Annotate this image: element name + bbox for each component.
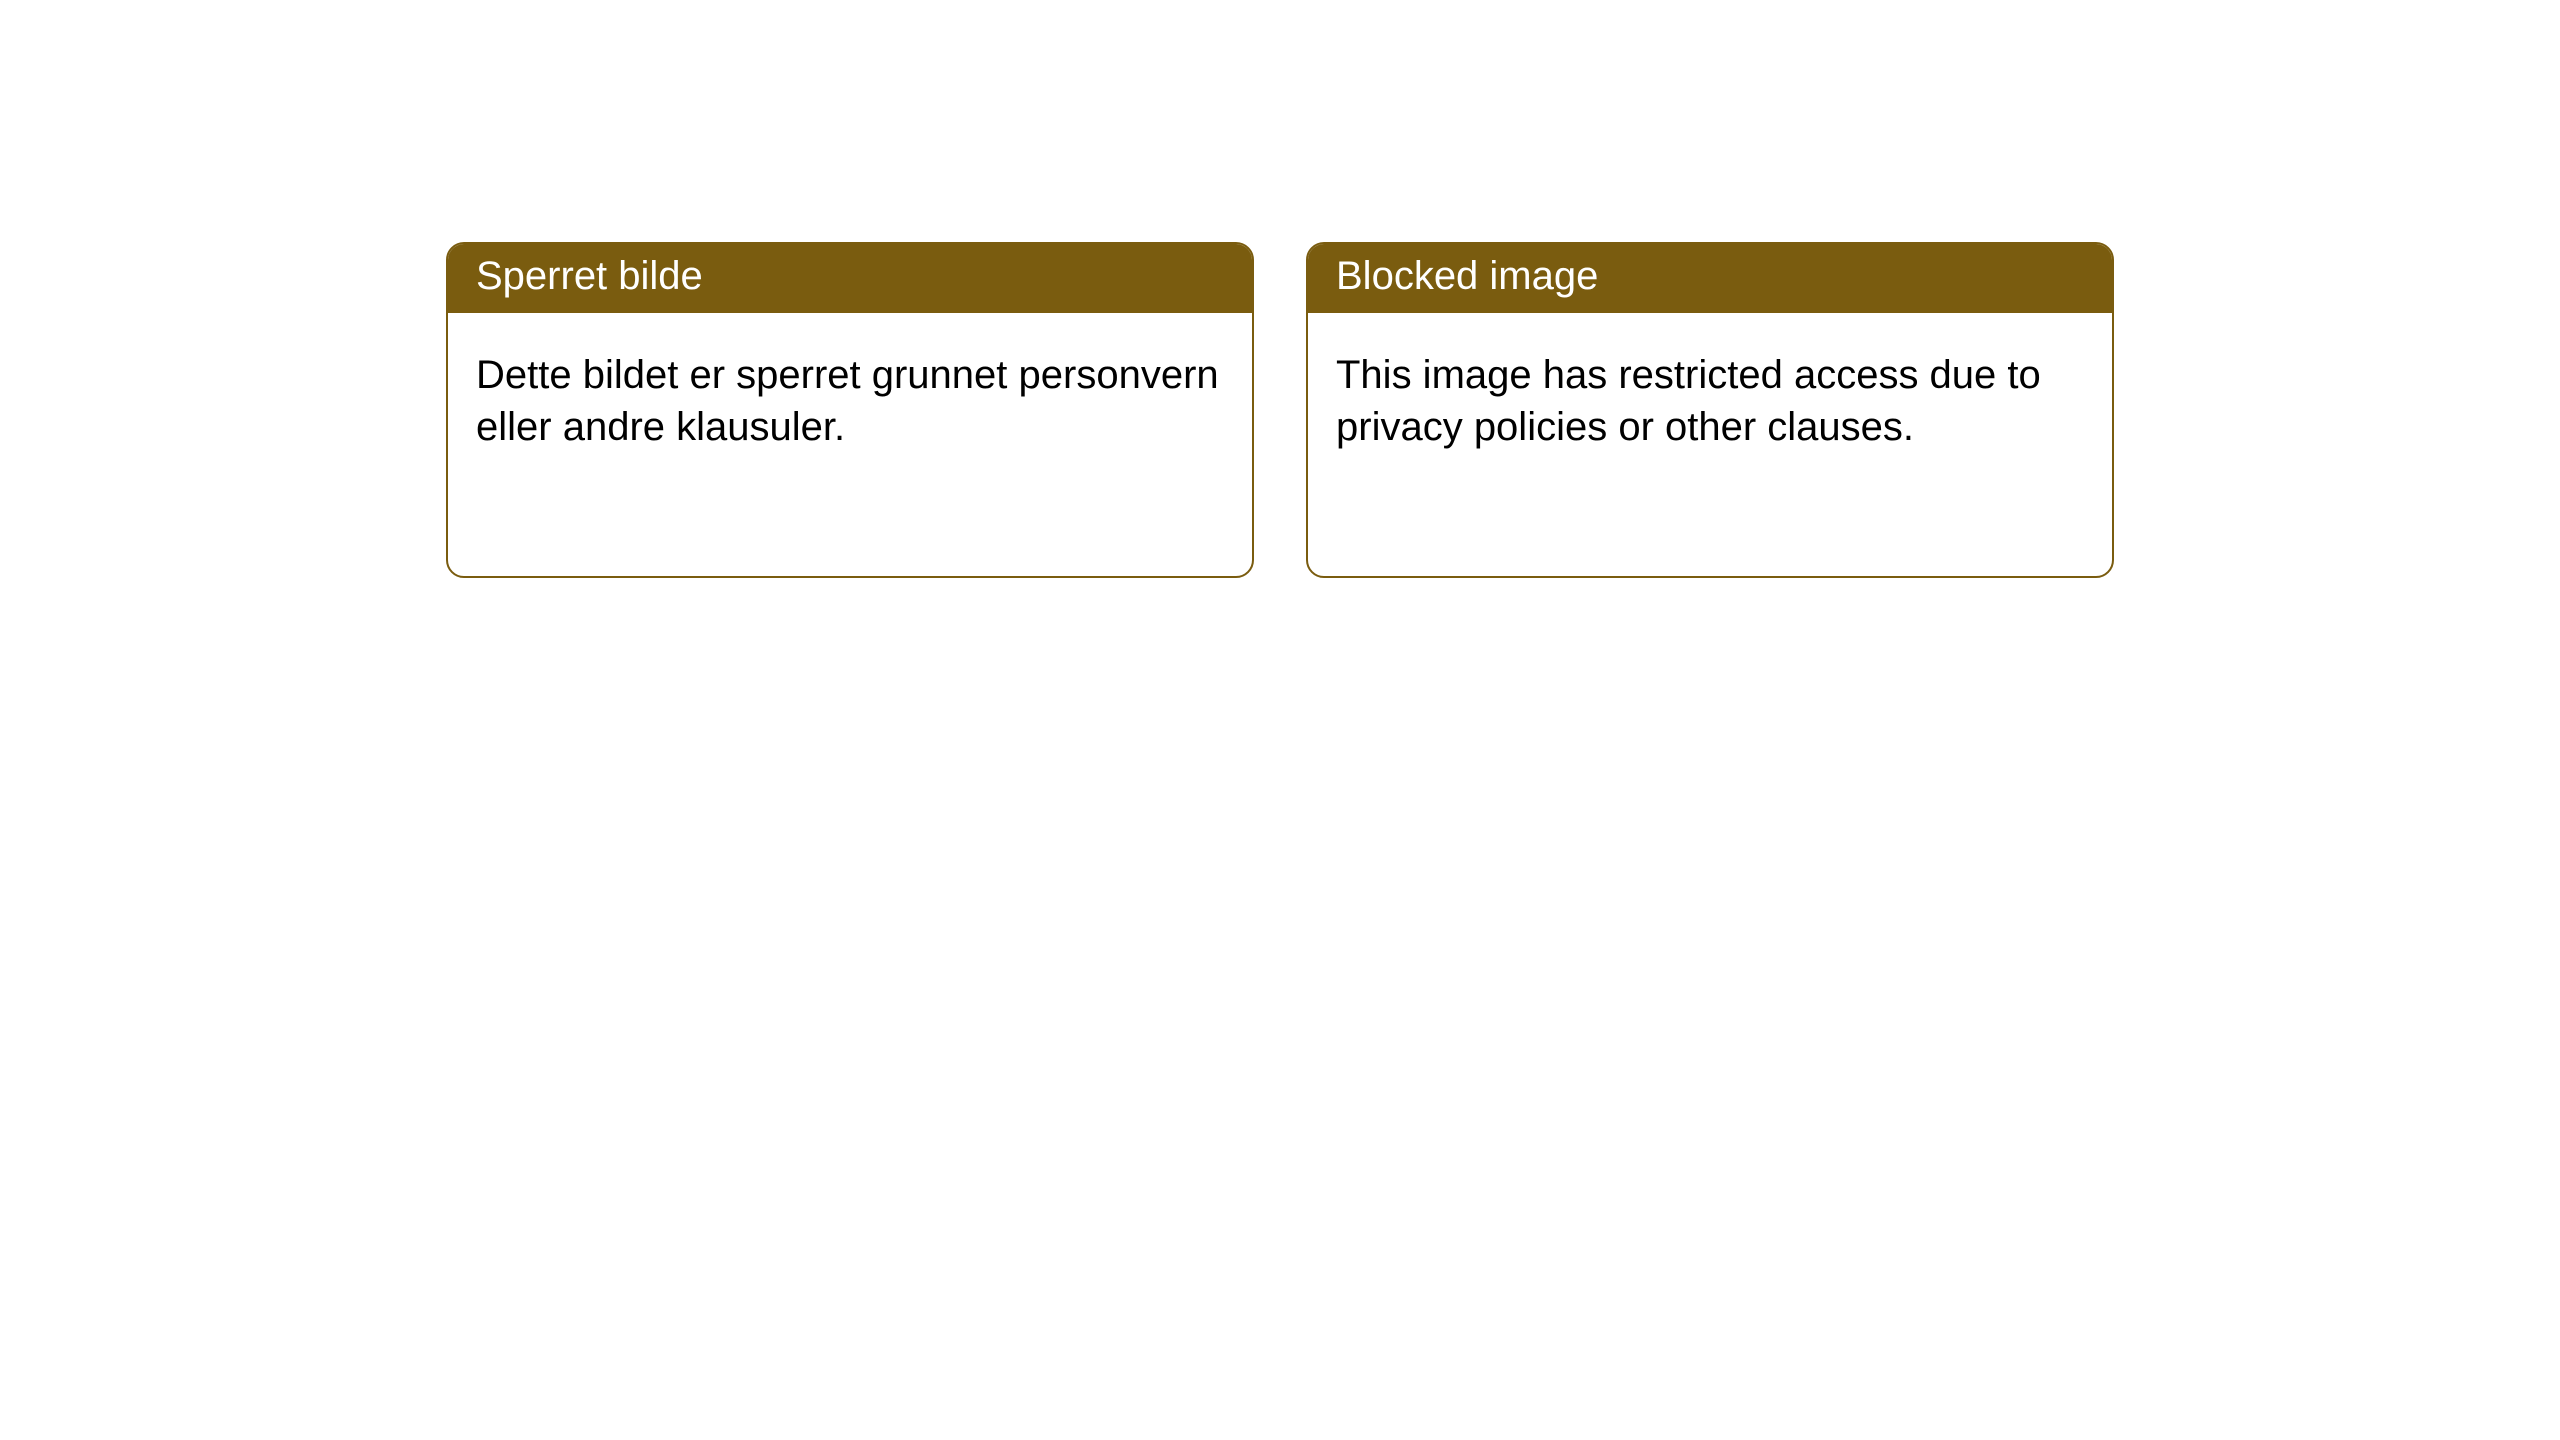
- notice-body-text: This image has restricted access due to …: [1336, 353, 2041, 449]
- notice-header: Sperret bilde: [448, 244, 1252, 313]
- notice-card-norwegian: Sperret bilde Dette bildet er sperret gr…: [446, 242, 1254, 578]
- notice-card-english: Blocked image This image has restricted …: [1306, 242, 2114, 578]
- notice-header: Blocked image: [1308, 244, 2112, 313]
- notice-title: Sperret bilde: [476, 254, 703, 298]
- notice-title: Blocked image: [1336, 254, 1598, 298]
- notice-container: Sperret bilde Dette bildet er sperret gr…: [0, 0, 2560, 578]
- notice-body: This image has restricted access due to …: [1308, 313, 2112, 489]
- notice-body: Dette bildet er sperret grunnet personve…: [448, 313, 1252, 489]
- notice-body-text: Dette bildet er sperret grunnet personve…: [476, 353, 1219, 449]
